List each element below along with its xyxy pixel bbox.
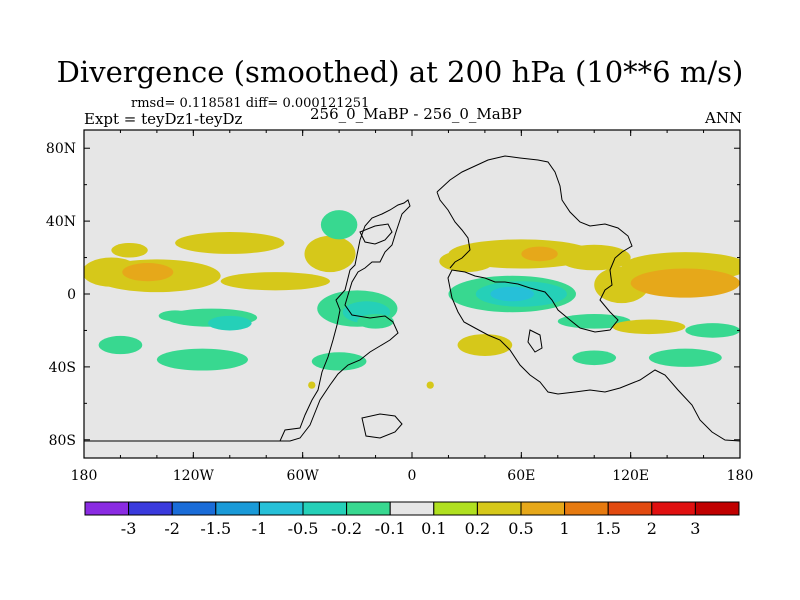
field-blob-9: [207, 315, 252, 331]
colorbar-label-12: 2: [647, 519, 657, 538]
colorbar-label-11: 1.5: [595, 519, 620, 538]
colorbar-swatch-3: [215, 501, 260, 516]
y-tick-label-2: 0: [67, 287, 76, 303]
season-label: ANN: [705, 109, 743, 127]
field-blob-30: [457, 334, 513, 356]
x-tick-label-4: 60E: [507, 468, 535, 484]
field-blob-13: [98, 335, 143, 355]
cases-line: 256_0_MaBP - 256_0_MaBP: [310, 105, 522, 123]
expt-line: Expt = teyDz1-teyDz: [84, 110, 243, 128]
colorbar-label-13: 3: [690, 519, 700, 538]
colorbar-swatch-13: [651, 501, 696, 516]
field-blob-4: [220, 272, 330, 291]
colorbar-label-7: 0.1: [421, 519, 446, 538]
field-blob-32: [648, 348, 722, 367]
colorbar-label-2: -1.5: [200, 519, 231, 538]
coastline-antarctica-peninsula: [361, 413, 403, 439]
field-blob-26: [490, 286, 535, 302]
field-blob-14: [156, 348, 248, 371]
field-blob-2: [122, 263, 174, 282]
field-blob-31: [572, 350, 617, 366]
colorbar-swatch-5: [302, 501, 348, 516]
x-tick-label-6: 180: [727, 468, 754, 484]
x-tick-label-3: 0: [408, 468, 417, 484]
colorbar-label-4: -0.5: [288, 519, 319, 538]
x-tick-label-1: 120W: [173, 468, 215, 484]
x-axis: 180 120W 60W 0 60E 120E 180: [71, 130, 754, 484]
x-tick-label-5: 120E: [612, 468, 649, 484]
field-blob-6: [320, 210, 358, 240]
colorbar-label-0: -3: [121, 519, 137, 538]
colorbar-swatch-8: [433, 501, 478, 516]
colorbar-label-9: 0.5: [508, 519, 533, 538]
colorbar-swatch-2: [171, 501, 217, 516]
field-blob-18: [448, 239, 595, 269]
colorbar-swatch-1: [128, 501, 173, 516]
colorbar-swatch-4: [258, 501, 304, 516]
y-tick-label-3: 40S: [49, 360, 76, 376]
y-axis: 80N 40N 0 40S 80S: [46, 141, 740, 449]
field-blob-7: [111, 242, 148, 258]
field-blob-19: [521, 246, 558, 262]
y-tick-label-1: 40N: [46, 214, 76, 230]
coastline-greenland: [359, 223, 393, 245]
field-blob-3: [175, 232, 285, 254]
colorbar-swatch-11: [564, 501, 609, 516]
coastline: [84, 155, 740, 442]
colorbar-swatch-0: [84, 501, 130, 516]
coastline-americas: [84, 199, 411, 442]
field-contours: [84, 210, 740, 389]
coastline-eurasia-africa: [436, 155, 740, 442]
field-blob-29: [685, 323, 740, 338]
field-blob-16: [357, 314, 394, 329]
chart-title: Divergence (smoothed) at 200 hPa (10**6 …: [56, 55, 744, 89]
field-blob-10: [158, 310, 192, 322]
field-blob-20: [557, 244, 631, 271]
coastline-madagascar: [527, 329, 543, 353]
x-tick-label-2: 60W: [287, 468, 320, 484]
colorbar-label-8: 0.2: [465, 519, 490, 538]
colorbar: -3 -2 -1.5 -1 -0.5 -0.2 -0.1 0.1 0.2 0.5 1 1.5 2 3: [84, 501, 740, 538]
colorbar-label-1: -2: [164, 519, 180, 538]
stats-line: rmsd= 0.118581 diff= 0.000121251: [131, 96, 370, 111]
colorbar-swatch-12: [607, 501, 653, 516]
y-tick-label-0: 80N: [46, 141, 76, 157]
colorbar-swatch-10: [520, 501, 566, 516]
field-blob-5: [304, 235, 356, 273]
colorbar-swatch-7: [389, 501, 435, 516]
colorbar-label-5: -0.2: [331, 519, 362, 538]
field-blob-15: [311, 352, 367, 371]
colorbar-swatch-14: [694, 501, 740, 516]
field-blob-34: [426, 381, 434, 389]
field-blob-22: [594, 266, 649, 304]
colorbar-label-10: 1: [560, 519, 570, 538]
y-tick-label-4: 80S: [49, 433, 76, 449]
colorbar-label-3: -1: [252, 519, 268, 538]
colorbar-swatch-6: [346, 501, 391, 516]
x-tick-label-0: 180: [71, 468, 98, 484]
colorbar-swatch-9: [476, 501, 522, 516]
field-blob-28: [612, 319, 686, 335]
field-blob-23: [630, 268, 740, 298]
field-blob-33: [308, 381, 316, 389]
colorbar-label-6: -0.1: [375, 519, 406, 538]
